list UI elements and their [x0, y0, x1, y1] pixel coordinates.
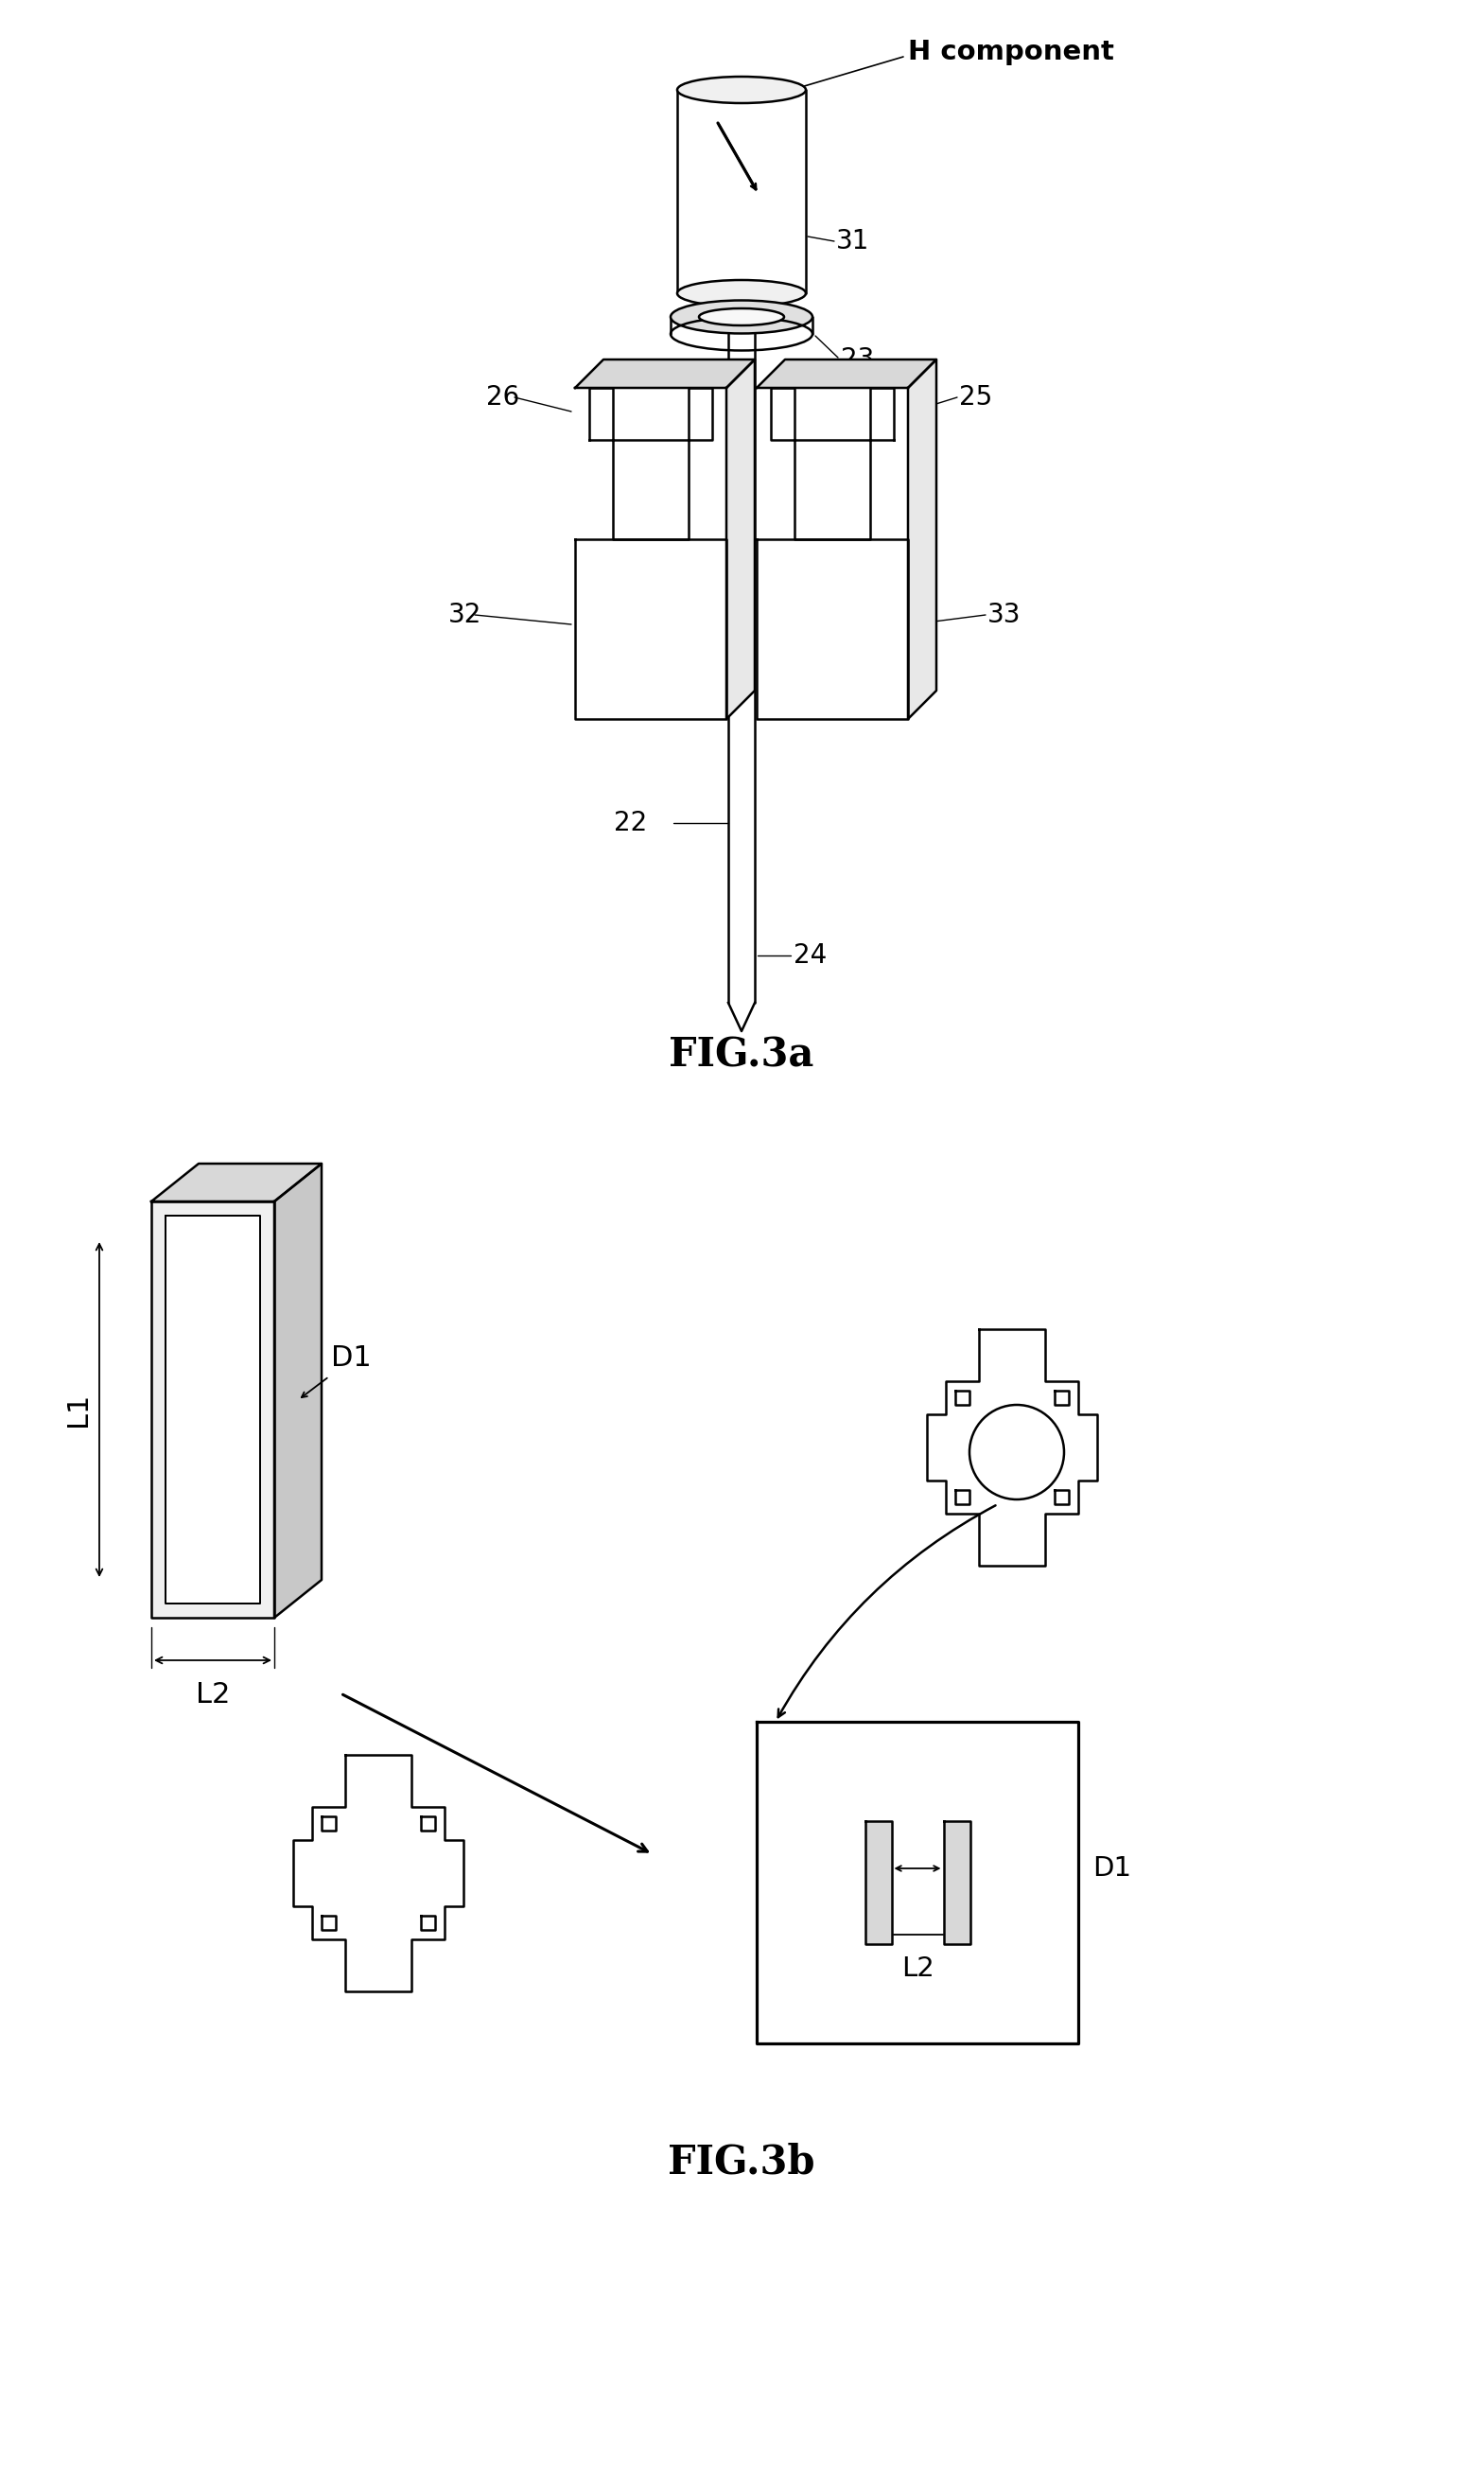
- Polygon shape: [294, 1755, 463, 1991]
- Polygon shape: [956, 1491, 969, 1503]
- Text: H component: H component: [908, 40, 1114, 65]
- Polygon shape: [576, 358, 755, 388]
- Ellipse shape: [699, 309, 784, 326]
- Ellipse shape: [671, 301, 812, 334]
- Text: L2: L2: [901, 1956, 933, 1981]
- Polygon shape: [865, 1822, 892, 1944]
- Text: 25: 25: [959, 383, 993, 411]
- Ellipse shape: [677, 281, 806, 306]
- Polygon shape: [757, 1722, 1079, 2043]
- Ellipse shape: [677, 77, 806, 102]
- Text: L1: L1: [65, 1391, 92, 1426]
- Polygon shape: [421, 1817, 435, 1829]
- Text: 31: 31: [835, 229, 870, 254]
- Text: D1: D1: [331, 1344, 371, 1371]
- Polygon shape: [1055, 1491, 1068, 1503]
- Text: L2: L2: [196, 1680, 230, 1707]
- Polygon shape: [956, 1391, 969, 1404]
- Polygon shape: [151, 1165, 322, 1202]
- Text: D1: D1: [1092, 1854, 1131, 1882]
- Polygon shape: [757, 358, 936, 388]
- Polygon shape: [944, 1822, 971, 1944]
- Text: 26: 26: [487, 383, 519, 411]
- Text: 23: 23: [841, 346, 874, 373]
- Polygon shape: [322, 1817, 335, 1829]
- Polygon shape: [770, 388, 893, 540]
- Polygon shape: [726, 358, 755, 719]
- Polygon shape: [322, 1917, 335, 1929]
- Polygon shape: [1055, 1391, 1068, 1404]
- Polygon shape: [908, 358, 936, 719]
- Text: 22: 22: [613, 809, 647, 836]
- Polygon shape: [589, 388, 712, 540]
- Polygon shape: [421, 1917, 435, 1929]
- Polygon shape: [151, 1202, 275, 1618]
- Polygon shape: [576, 540, 726, 719]
- Polygon shape: [166, 1215, 260, 1603]
- Polygon shape: [275, 1165, 322, 1618]
- Polygon shape: [928, 1329, 1097, 1566]
- Text: 33: 33: [987, 602, 1021, 627]
- Text: 32: 32: [448, 602, 482, 627]
- Text: FIG.3a: FIG.3a: [669, 1035, 815, 1075]
- Text: FIG.3b: FIG.3b: [668, 2143, 815, 2180]
- Polygon shape: [757, 540, 908, 719]
- Text: 24: 24: [794, 943, 827, 968]
